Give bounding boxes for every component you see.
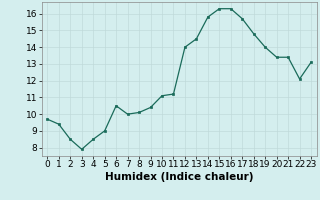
X-axis label: Humidex (Indice chaleur): Humidex (Indice chaleur) xyxy=(105,172,253,182)
